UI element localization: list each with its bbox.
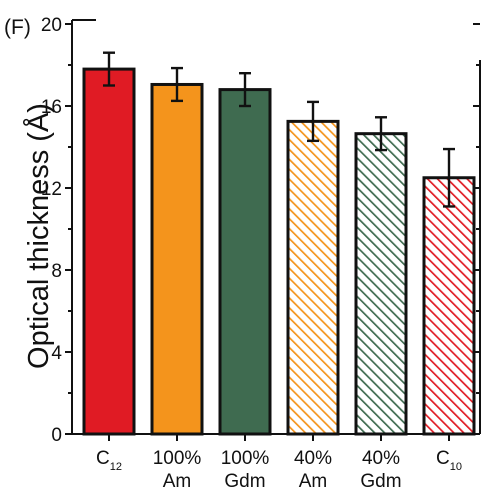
y-tick-label: 4 — [51, 343, 62, 364]
y-tick-label: 12 — [41, 179, 62, 200]
x-tick-label: 40% — [362, 448, 400, 469]
bar-2 — [218, 88, 272, 436]
bar-0 — [82, 67, 136, 436]
y-axis-label: Optical thickness (Å) — [22, 103, 55, 369]
x-tick-label-line2: Am — [163, 471, 192, 492]
x-tick-label-line2: Gdm — [224, 471, 265, 492]
error-bars — [103, 51, 455, 208]
error-bar-0 — [103, 51, 115, 87]
bar-4 — [354, 132, 408, 436]
error-bar-5 — [443, 147, 455, 208]
y-tick-label: 20 — [41, 15, 62, 36]
bar-3 — [286, 119, 340, 436]
bar-1 — [150, 82, 204, 436]
error-bar-3 — [307, 100, 319, 143]
x-tick-label: 100% — [153, 448, 202, 469]
x-tick-label: 100% — [221, 448, 270, 469]
error-bar-4 — [375, 116, 387, 152]
y-tick-label: 8 — [51, 261, 62, 282]
error-bar-1 — [171, 66, 183, 103]
x-tick-label-line2: Am — [299, 471, 328, 492]
bars — [82, 67, 476, 436]
x-tick-label: 40% — [294, 448, 332, 469]
x-tick-label-line2: Gdm — [360, 471, 401, 492]
bar-5 — [422, 176, 476, 436]
x-tick-label: C10 — [436, 448, 462, 473]
y-tick-label: 16 — [41, 97, 62, 118]
y-tick-label: 0 — [51, 425, 62, 446]
panel-label: (F) — [4, 16, 31, 39]
x-tick-label: C12 — [96, 448, 122, 473]
error-bar-2 — [239, 71, 251, 108]
